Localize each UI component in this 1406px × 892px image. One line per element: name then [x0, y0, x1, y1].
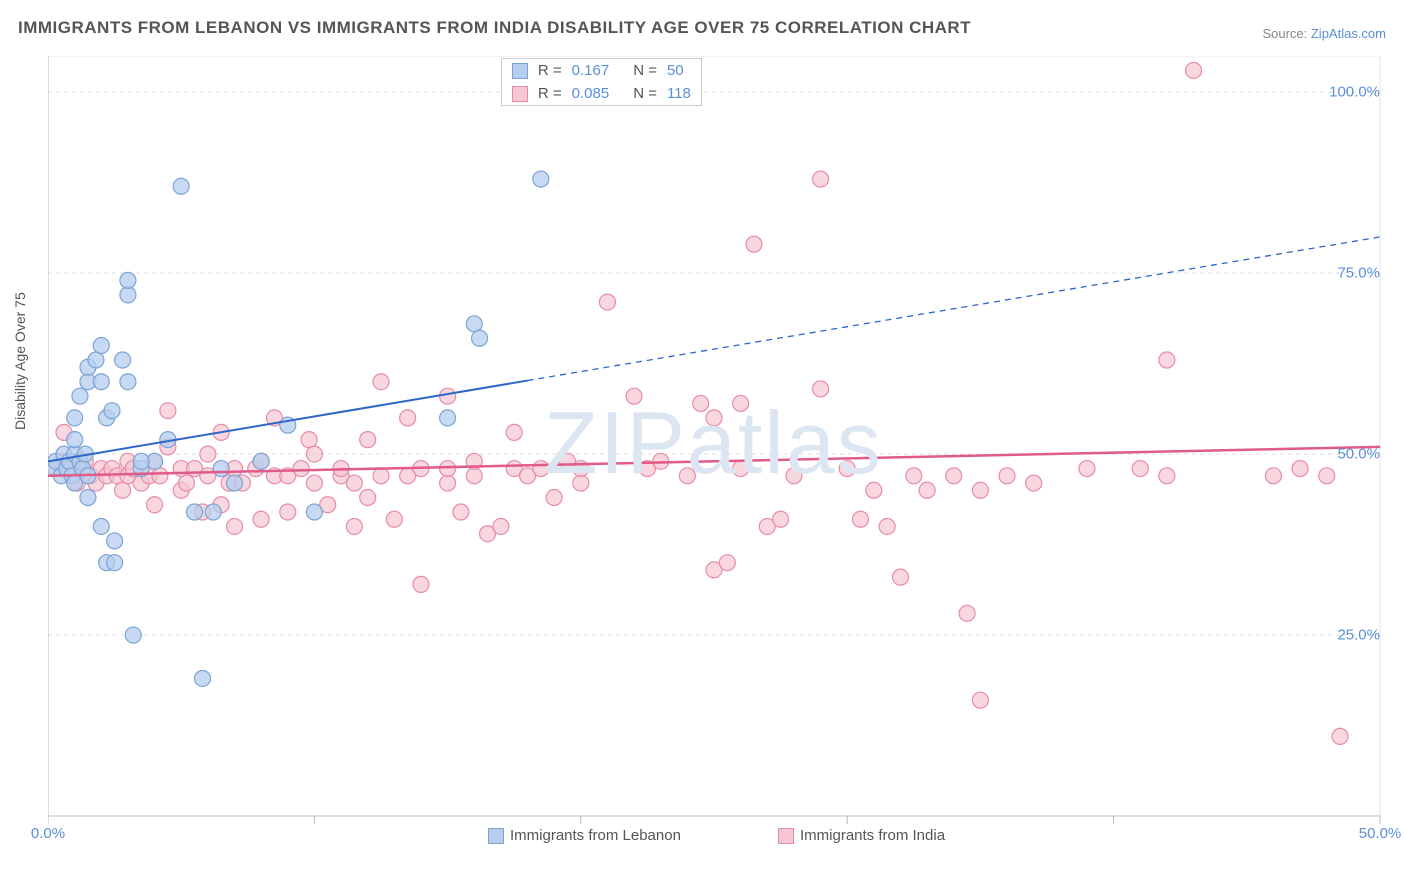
- n-label: N =: [633, 85, 657, 102]
- legend-item-india: Immigrants from India: [778, 827, 945, 844]
- y-tick-label: 50.0%: [1337, 446, 1380, 463]
- y-tick-label: 25.0%: [1337, 627, 1380, 644]
- n-label: N =: [633, 62, 657, 79]
- legend-swatch-lebanon: [488, 828, 504, 844]
- y-tick-label: 75.0%: [1337, 265, 1380, 282]
- r-label: R =: [538, 85, 562, 102]
- legend-swatch-india: [778, 828, 794, 844]
- correlation-stats-box: R = 0.167 N = 50 R = 0.085 N = 118: [501, 58, 702, 106]
- r-label: R =: [538, 62, 562, 79]
- legend-item-lebanon: Immigrants from Lebanon: [488, 827, 681, 844]
- stats-row-india: R = 0.085 N = 118: [502, 82, 701, 105]
- n-value: 50: [667, 62, 684, 79]
- y-tick-label: 100.0%: [1329, 84, 1380, 101]
- source-attribution: Source: ZipAtlas.com: [1262, 26, 1386, 41]
- y-axis-label: Disability Age Over 75: [12, 292, 28, 430]
- x-tick-label: 0.0%: [31, 825, 65, 842]
- r-value: 0.167: [572, 62, 610, 79]
- legend-label: Immigrants from India: [800, 827, 945, 844]
- source-prefix: Source:: [1262, 26, 1310, 41]
- n-value: 118: [667, 85, 691, 102]
- legend-label: Immigrants from Lebanon: [510, 827, 681, 844]
- chart-svg: [48, 56, 1388, 846]
- swatch-lebanon: [512, 63, 528, 79]
- r-value: 0.085: [572, 85, 610, 102]
- swatch-india: [512, 86, 528, 102]
- chart-title: IMMIGRANTS FROM LEBANON VS IMMIGRANTS FR…: [18, 18, 971, 38]
- x-tick-label: 50.0%: [1359, 825, 1402, 842]
- stats-row-lebanon: R = 0.167 N = 50: [502, 59, 701, 82]
- plot-area: ZIPatlas R =0.167N =50R =0.085N =118 25.…: [48, 56, 1388, 846]
- source-link[interactable]: ZipAtlas.com: [1311, 26, 1386, 41]
